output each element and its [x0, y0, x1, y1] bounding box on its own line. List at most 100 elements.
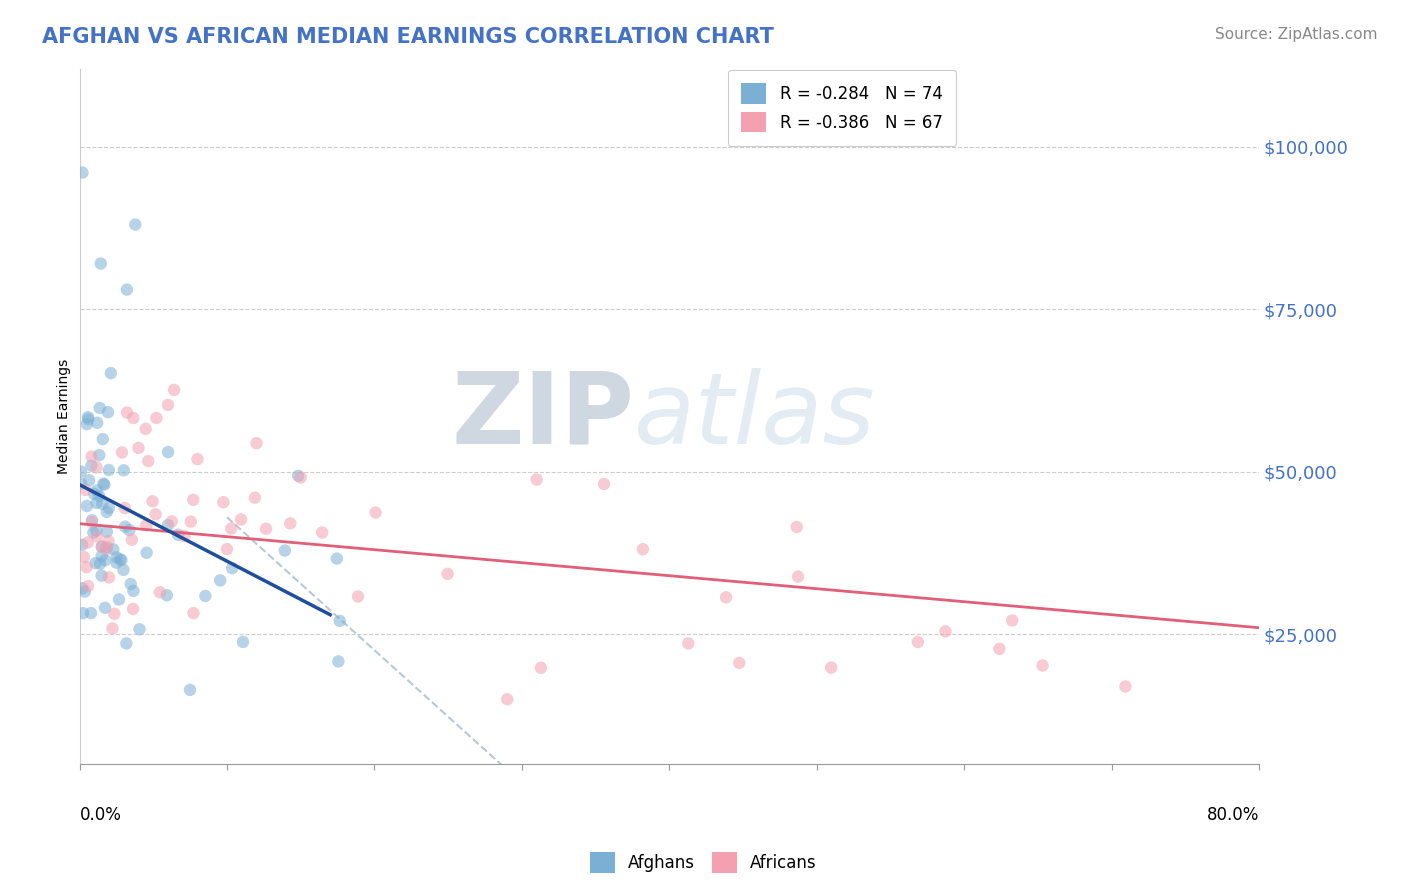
Point	[122, 602, 145, 616]
Point	[728, 656, 751, 670]
Point	[72, 606, 94, 620]
Point	[80, 450, 103, 464]
Point	[86, 416, 108, 430]
Point	[1032, 658, 1054, 673]
Point	[156, 518, 179, 533]
Point	[436, 566, 458, 581]
Point	[86, 496, 108, 510]
Text: atlas: atlas	[634, 368, 876, 465]
Point	[290, 470, 312, 484]
Point	[115, 636, 138, 650]
Point	[114, 501, 136, 516]
Point	[110, 553, 132, 567]
Point	[76, 499, 98, 513]
Point	[77, 473, 100, 487]
Point	[141, 494, 163, 508]
Point	[287, 468, 309, 483]
Point	[77, 410, 100, 425]
Point	[91, 540, 114, 554]
Point	[156, 398, 179, 412]
Point	[70, 465, 93, 479]
Point	[105, 550, 128, 565]
Point	[80, 513, 103, 527]
Point	[221, 561, 243, 575]
Point	[173, 529, 195, 543]
Point	[229, 512, 252, 526]
Point	[108, 592, 131, 607]
Point	[179, 682, 201, 697]
Point	[101, 622, 124, 636]
Point	[136, 454, 159, 468]
Point	[97, 405, 120, 419]
Point	[115, 283, 138, 297]
Point	[122, 583, 145, 598]
Point	[120, 577, 142, 591]
Point	[73, 584, 96, 599]
Point	[84, 524, 107, 538]
Point	[89, 557, 111, 571]
Point	[786, 520, 808, 534]
Point	[86, 460, 108, 475]
Point	[111, 445, 134, 459]
Point	[90, 540, 112, 554]
Text: 0.0%: 0.0%	[80, 806, 121, 824]
Point	[115, 405, 138, 419]
Point	[180, 515, 202, 529]
Point	[90, 549, 112, 563]
Point	[593, 477, 616, 491]
Text: 80.0%: 80.0%	[1206, 806, 1260, 824]
Point	[160, 515, 183, 529]
Point	[96, 541, 118, 555]
Y-axis label: Median Earnings: Median Earnings	[58, 359, 72, 474]
Point	[145, 508, 167, 522]
Point	[326, 551, 349, 566]
Point	[135, 546, 157, 560]
Point	[124, 218, 146, 232]
Point	[91, 432, 114, 446]
Point	[76, 560, 98, 574]
Legend: Afghans, Africans: Afghans, Africans	[583, 846, 823, 880]
Point	[156, 588, 179, 602]
Point	[714, 591, 737, 605]
Point	[110, 552, 132, 566]
Point	[328, 654, 350, 668]
Point	[93, 477, 115, 491]
Point	[114, 519, 136, 533]
Point	[72, 165, 94, 179]
Point	[631, 542, 654, 557]
Point	[128, 622, 150, 636]
Point	[118, 523, 141, 537]
Point	[94, 600, 117, 615]
Point	[364, 506, 387, 520]
Point	[103, 607, 125, 621]
Point	[122, 411, 145, 425]
Point	[86, 483, 108, 498]
Point	[100, 366, 122, 380]
Text: Source: ZipAtlas.com: Source: ZipAtlas.com	[1215, 27, 1378, 42]
Point	[934, 624, 956, 639]
Point	[787, 569, 810, 583]
Point	[90, 257, 112, 271]
Point	[98, 570, 121, 584]
Point	[232, 635, 254, 649]
Point	[347, 590, 370, 604]
Point	[72, 582, 94, 596]
Point	[94, 553, 117, 567]
Point	[80, 606, 103, 620]
Point	[77, 412, 100, 426]
Point	[145, 411, 167, 425]
Point	[70, 538, 93, 552]
Point	[121, 533, 143, 547]
Point	[167, 527, 190, 541]
Point	[329, 614, 352, 628]
Point	[311, 525, 333, 540]
Point	[96, 505, 118, 519]
Point	[97, 534, 120, 549]
Point	[135, 518, 157, 533]
Point	[128, 441, 150, 455]
Point	[86, 530, 108, 544]
Point	[526, 473, 548, 487]
Point	[73, 550, 96, 565]
Point	[163, 383, 186, 397]
Point	[80, 515, 103, 529]
